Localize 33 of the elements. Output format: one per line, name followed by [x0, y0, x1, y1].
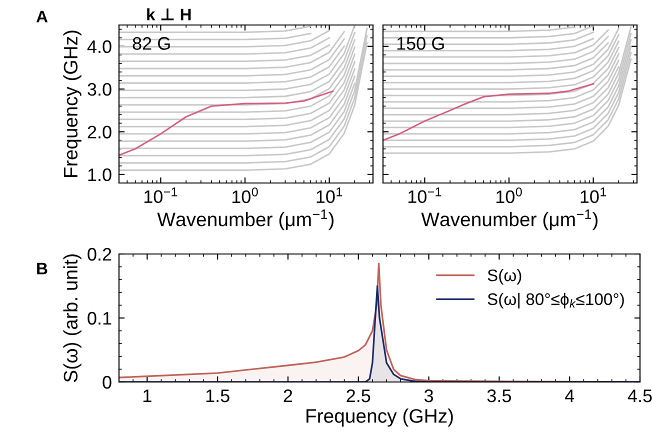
y-tick-label: 2.0 [88, 126, 112, 138]
y-tick-label: 4.0 [87, 40, 112, 54]
x-tick-label: 3 [424, 389, 434, 402]
legend-label: S(ω| 80°≤ϕ$_{k}$≤100°) [488, 292, 624, 308]
y-tick-label: 0.2 [88, 248, 112, 261]
x-axis-title: Wavenumber (μm$^{−1}$) [157, 210, 334, 230]
x-axis-title: Frequency (GHz) [306, 408, 453, 427]
x-tick-label: 1 [144, 390, 152, 402]
x-tick-label: 10$^{−1}$ [408, 188, 442, 204]
y-tick-label: 3.0 [88, 82, 112, 96]
x-tick-label: 4.5 [628, 390, 652, 402]
x-axis-title: Wavenumber (μm$^{−1}$) [421, 210, 598, 230]
text: k ⊥ H [147, 8, 191, 20]
x-tick-label: 3.5 [487, 389, 511, 402]
x-tick-label: 10$^{1}$ [580, 188, 606, 204]
x-tick-label: 10$^{1}$ [316, 188, 342, 204]
x-tick-label: 2 [284, 389, 292, 402]
y-tick-label: 0 [102, 376, 112, 389]
x-tick-label: 10$^{0}$ [232, 188, 258, 204]
x-tick-label: 2.5 [346, 389, 370, 402]
legend-label: S(ω) [488, 269, 522, 285]
y-tick-label: 1.0 [88, 168, 112, 182]
x-tick-label: 4 [564, 390, 574, 402]
text: B [37, 262, 48, 274]
x-tick-label: 1.5 [206, 390, 230, 402]
x-tick-label: 10$^{0}$ [496, 188, 522, 204]
y-axis-title: S(ω) (arb. unit) [63, 254, 82, 382]
x-tick-label: 10$^{−1}$ [144, 188, 178, 204]
y-axis-title: Frequency (GHz) [63, 30, 82, 177]
text: A [36, 10, 48, 22]
annotation: 150 G [397, 37, 444, 50]
y-tick-label: 0.1 [88, 312, 112, 325]
annotation: 82 G [132, 37, 170, 50]
